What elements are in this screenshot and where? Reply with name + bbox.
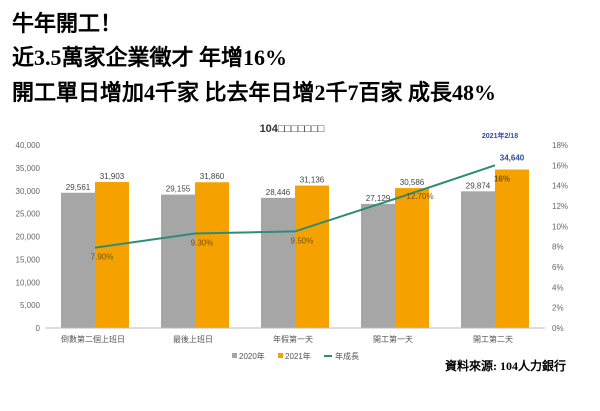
data-label-2021: 30,586 xyxy=(400,178,425,187)
y-tick-label: 40,000 xyxy=(16,141,41,150)
data-label-2020: 28,446 xyxy=(266,188,291,197)
y2-tick-label: 12% xyxy=(552,202,568,211)
growth-line xyxy=(94,164,496,249)
data-label-2020: 29,155 xyxy=(166,185,191,194)
bar-2021 xyxy=(495,169,529,328)
y2-tick-label: 6% xyxy=(552,263,564,272)
x-tick-label: 年假第一天 xyxy=(273,334,313,344)
y2-tick-label: 10% xyxy=(552,222,568,231)
y2-tick-label: 4% xyxy=(552,283,564,292)
legend-swatch-2020 xyxy=(232,353,237,358)
legend-swatch-2021 xyxy=(278,353,283,358)
combo-chart: 104□□□□□□□ 0 5,000 10,000 15,000 20,000 25,000… xyxy=(16,123,568,361)
y-tick-label: 5,000 xyxy=(20,301,41,310)
legend-label-growth: 年成長 xyxy=(335,351,359,361)
x-tick-label: 開工第二天 xyxy=(473,334,513,344)
bar-2020 xyxy=(61,192,95,328)
legend-label-2021: 2021年 xyxy=(285,351,311,361)
data-label-2020: 29,561 xyxy=(66,183,91,192)
headline-2: 近3.5萬家企業徵才 年增16% xyxy=(12,45,288,70)
growth-label: 9.30% xyxy=(191,238,214,247)
headline-1: 牛年開工！ xyxy=(12,11,123,36)
data-label-2021: 31,903 xyxy=(100,172,125,181)
y2-tick-label: 0% xyxy=(552,324,564,333)
y-tick-label: 25,000 xyxy=(16,210,41,219)
growth-label: 7.90% xyxy=(91,253,114,262)
y-tick-label: 35,000 xyxy=(16,164,41,173)
source-note: 資料來源: 104人力銀行 xyxy=(445,359,566,373)
chart-title: 104□□□□□□□ xyxy=(260,123,325,135)
bar-2021 xyxy=(295,185,329,328)
legend-label-2020: 2020年 xyxy=(239,351,265,361)
y2-tick-label: 16% xyxy=(552,161,568,170)
data-label-2021: 34,640 xyxy=(500,154,525,163)
y-tick-label: 15,000 xyxy=(16,255,41,264)
y-tick-label: 30,000 xyxy=(16,187,41,196)
y2-tick-label: 14% xyxy=(552,182,568,191)
y-tick-label: 10,000 xyxy=(16,278,41,287)
x-tick-label: 最後上班日 xyxy=(173,334,213,344)
growth-label: 9.50% xyxy=(291,236,314,245)
bar-2020 xyxy=(261,197,295,328)
bar-2021 xyxy=(195,182,229,328)
data-label-2021: 31,136 xyxy=(300,176,325,185)
bar-2021 xyxy=(95,182,129,328)
headline-3: 開工單日增加4千家 比去年日增2千7百家 成長48% xyxy=(12,80,497,105)
bar-2020 xyxy=(161,194,195,328)
y-tick-label: 20,000 xyxy=(16,233,41,242)
data-label-2020: 29,874 xyxy=(466,181,491,190)
bar-2021 xyxy=(395,188,429,328)
growth-label: 12.70% xyxy=(406,192,433,201)
bar-2020 xyxy=(361,203,395,328)
y2-tick-label: 8% xyxy=(552,243,564,252)
date-annotation: 2021年2/18 xyxy=(482,131,518,140)
data-label-2021: 31,860 xyxy=(200,172,225,181)
growth-label: 16% xyxy=(494,175,510,184)
y-tick-label: 0 xyxy=(36,324,41,333)
data-label-2020: 27,129 xyxy=(366,194,391,203)
y2-tick-label: 2% xyxy=(552,304,564,313)
x-tick-label: 開工第一天 xyxy=(373,334,413,344)
bar-2020 xyxy=(461,191,495,328)
x-tick-label: 倒數第二個上班日 xyxy=(61,334,125,344)
y2-tick-label: 18% xyxy=(552,141,568,150)
